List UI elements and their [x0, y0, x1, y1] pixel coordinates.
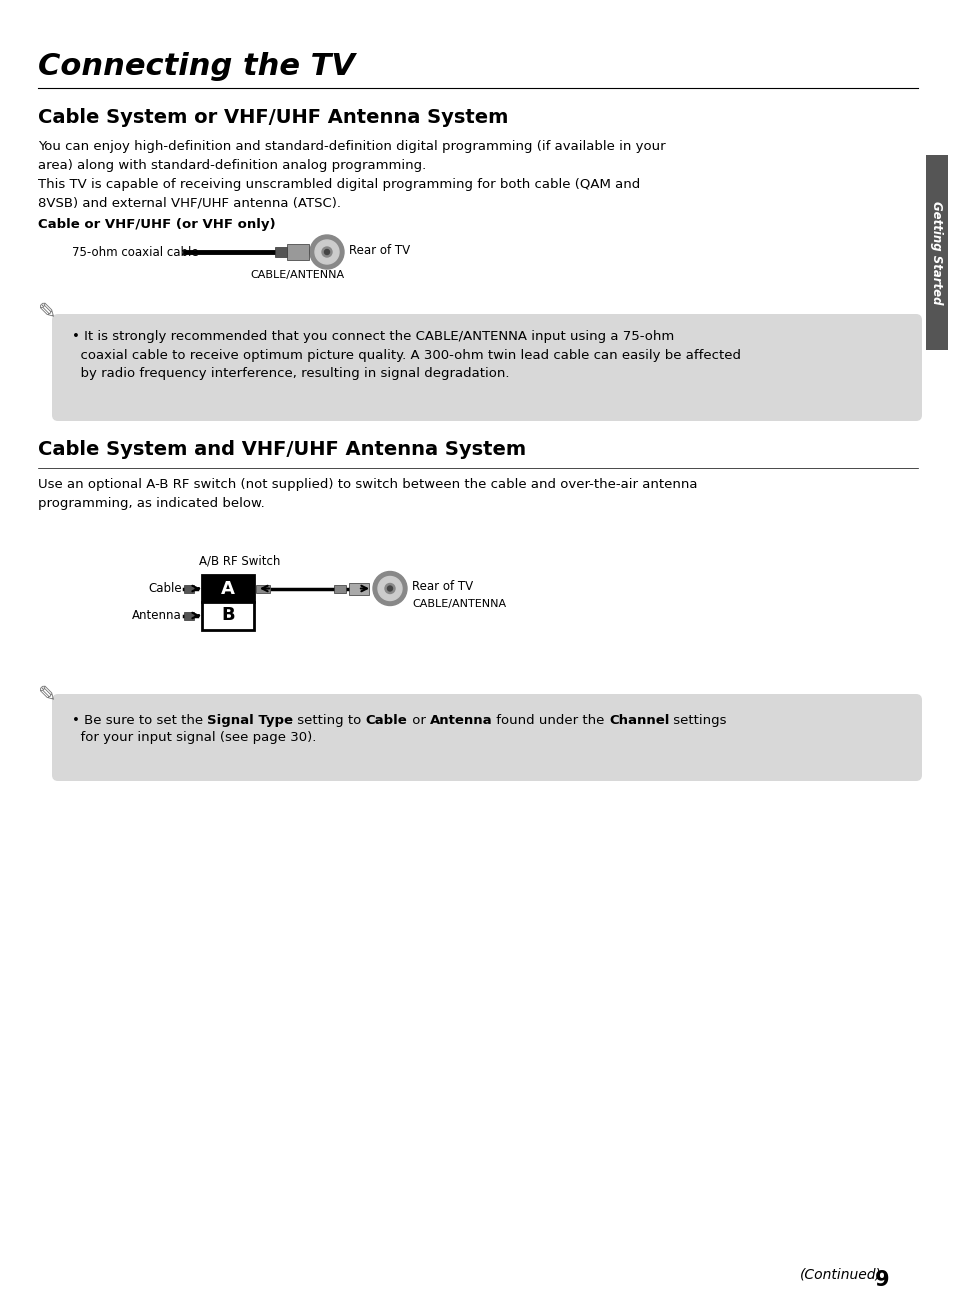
- Text: for your input signal (see page 30).: for your input signal (see page 30).: [71, 732, 316, 744]
- Circle shape: [322, 246, 332, 257]
- Bar: [334, 585, 346, 593]
- Text: Rear of TV: Rear of TV: [349, 244, 410, 257]
- Text: • It is strongly recommended that you connect the CABLE/ANTENNA input using a 75: • It is strongly recommended that you co…: [71, 329, 740, 380]
- Text: Cable: Cable: [366, 715, 407, 728]
- FancyBboxPatch shape: [52, 314, 921, 422]
- Text: 75-ohm coaxial cable: 75-ohm coaxial cable: [71, 245, 198, 258]
- Bar: [184, 585, 193, 593]
- Text: or: or: [407, 715, 429, 728]
- Circle shape: [385, 584, 395, 594]
- Bar: [255, 585, 270, 593]
- Text: Signal Type: Signal Type: [207, 715, 294, 728]
- Text: A: A: [221, 580, 234, 598]
- Text: This TV is capable of receiving unscrambled digital programming for both cable (: This TV is capable of receiving unscramb…: [38, 178, 639, 210]
- Text: ✎: ✎: [38, 302, 56, 322]
- Text: Connecting the TV: Connecting the TV: [38, 52, 355, 80]
- Bar: [925, 156, 947, 350]
- Bar: [202, 575, 253, 630]
- Text: Use an optional A-B RF switch (not supplied) to switch between the cable and ove: Use an optional A-B RF switch (not suppl…: [38, 479, 697, 510]
- Text: Cable or VHF/UHF (or VHF only): Cable or VHF/UHF (or VHF only): [38, 218, 275, 231]
- Circle shape: [373, 572, 407, 606]
- Text: You can enjoy high-definition and standard-definition digital programming (if av: You can enjoy high-definition and standa…: [38, 140, 665, 171]
- Text: Cable: Cable: [149, 582, 182, 595]
- Bar: [274, 246, 287, 257]
- Text: Antenna: Antenna: [429, 715, 492, 728]
- Text: 9: 9: [874, 1270, 889, 1291]
- Text: found under the: found under the: [492, 715, 608, 728]
- Text: • Be sure to set the: • Be sure to set the: [71, 715, 207, 728]
- Text: CABLE/ANTENNA: CABLE/ANTENNA: [412, 598, 506, 608]
- Text: setting to: setting to: [294, 715, 366, 728]
- Text: ✎: ✎: [38, 685, 56, 706]
- Text: Channel: Channel: [608, 715, 669, 728]
- Bar: [349, 582, 369, 594]
- Text: Antenna: Antenna: [132, 610, 182, 623]
- Text: CABLE/ANTENNA: CABLE/ANTENNA: [250, 270, 344, 280]
- Circle shape: [387, 586, 392, 591]
- Bar: [287, 244, 309, 259]
- Text: Rear of TV: Rear of TV: [412, 581, 473, 594]
- Text: (Continued): (Continued): [800, 1268, 881, 1281]
- Circle shape: [310, 235, 344, 268]
- Bar: [202, 575, 253, 602]
- Circle shape: [314, 240, 338, 265]
- Text: A/B RF Switch: A/B RF Switch: [199, 555, 280, 568]
- Text: Cable System and VHF/UHF Antenna System: Cable System and VHF/UHF Antenna System: [38, 440, 525, 459]
- Bar: [184, 611, 193, 620]
- Text: settings: settings: [669, 715, 726, 728]
- FancyBboxPatch shape: [52, 694, 921, 781]
- Text: Getting Started: Getting Started: [929, 201, 943, 305]
- Text: B: B: [221, 607, 234, 624]
- Circle shape: [324, 249, 329, 254]
- Text: Cable System or VHF/UHF Antenna System: Cable System or VHF/UHF Antenna System: [38, 108, 508, 127]
- Circle shape: [377, 576, 401, 601]
